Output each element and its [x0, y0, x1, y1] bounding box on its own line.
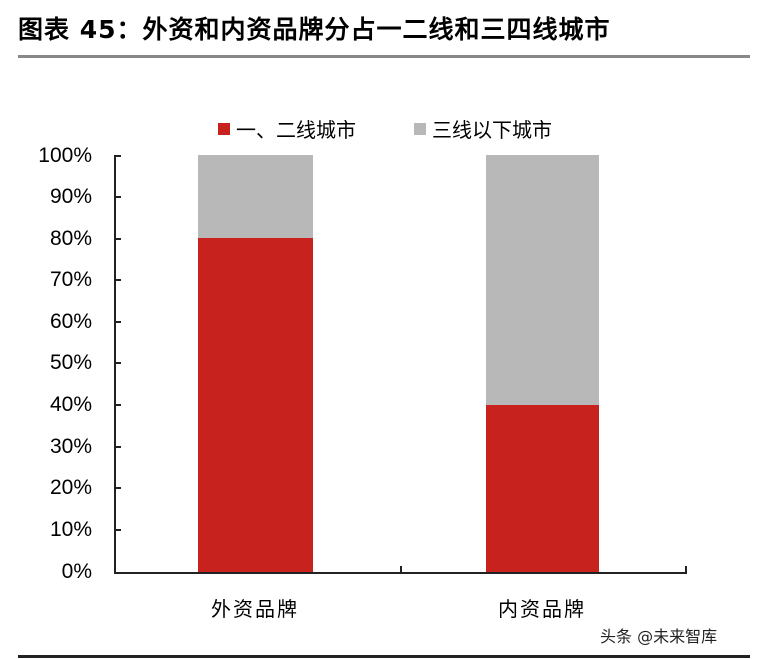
y-tick-mark [114, 529, 121, 531]
y-tick-label: 20% [49, 476, 92, 499]
x-axis [114, 572, 687, 574]
y-tick-mark [114, 155, 121, 157]
bottom-divider [18, 655, 750, 658]
legend-item-tier3below: 三线以下城市 [414, 114, 552, 143]
y-tick-mark [114, 321, 121, 323]
legend-label: 一、二线城市 [236, 118, 356, 142]
y-tick-mark [114, 279, 121, 281]
bar-foreign-tier12 [198, 238, 313, 572]
y-tick-label: 10% [49, 518, 92, 541]
y-axis [114, 155, 116, 573]
x-label-domestic: 内资品牌 [498, 597, 586, 621]
y-tick-label: 0% [61, 560, 92, 583]
y-tick-mark [114, 238, 121, 240]
y-tick-mark [114, 487, 121, 489]
x-tick-mark [400, 566, 402, 573]
y-tick-label: 40% [49, 393, 92, 416]
bar-domestic-tier12 [486, 405, 599, 572]
y-tick-mark [114, 196, 121, 198]
legend-swatch-gray [414, 122, 426, 135]
y-tick-label: 70% [49, 268, 92, 291]
x-label-foreign: 外资品牌 [211, 597, 299, 621]
y-tick-label: 100% [38, 144, 92, 167]
legend-item-tier12: 一、二线城市 [218, 114, 356, 143]
legend: 一、二线城市 三线以下城市 [218, 114, 610, 143]
legend-label: 三线以下城市 [432, 118, 552, 142]
y-tick-label: 60% [49, 310, 92, 333]
y-tick-mark [114, 362, 121, 364]
y-tick-label: 50% [49, 351, 92, 374]
chart-title: 图表 45：外资和内资品牌分占一二线和三四线城市 [18, 15, 611, 44]
y-tick-mark [114, 404, 121, 406]
y-tick-label: 30% [49, 435, 92, 458]
title-divider [18, 55, 750, 58]
y-tick-label: 90% [49, 185, 92, 208]
bar-foreign-tier3below [198, 155, 313, 238]
legend-swatch-red [218, 122, 230, 135]
x-tick-mark [685, 566, 687, 573]
y-tick-label: 80% [49, 227, 92, 250]
y-tick-mark [114, 446, 121, 448]
bar-domestic-tier3below [486, 155, 599, 405]
watermark: 头条 @未来智库 [600, 627, 718, 646]
